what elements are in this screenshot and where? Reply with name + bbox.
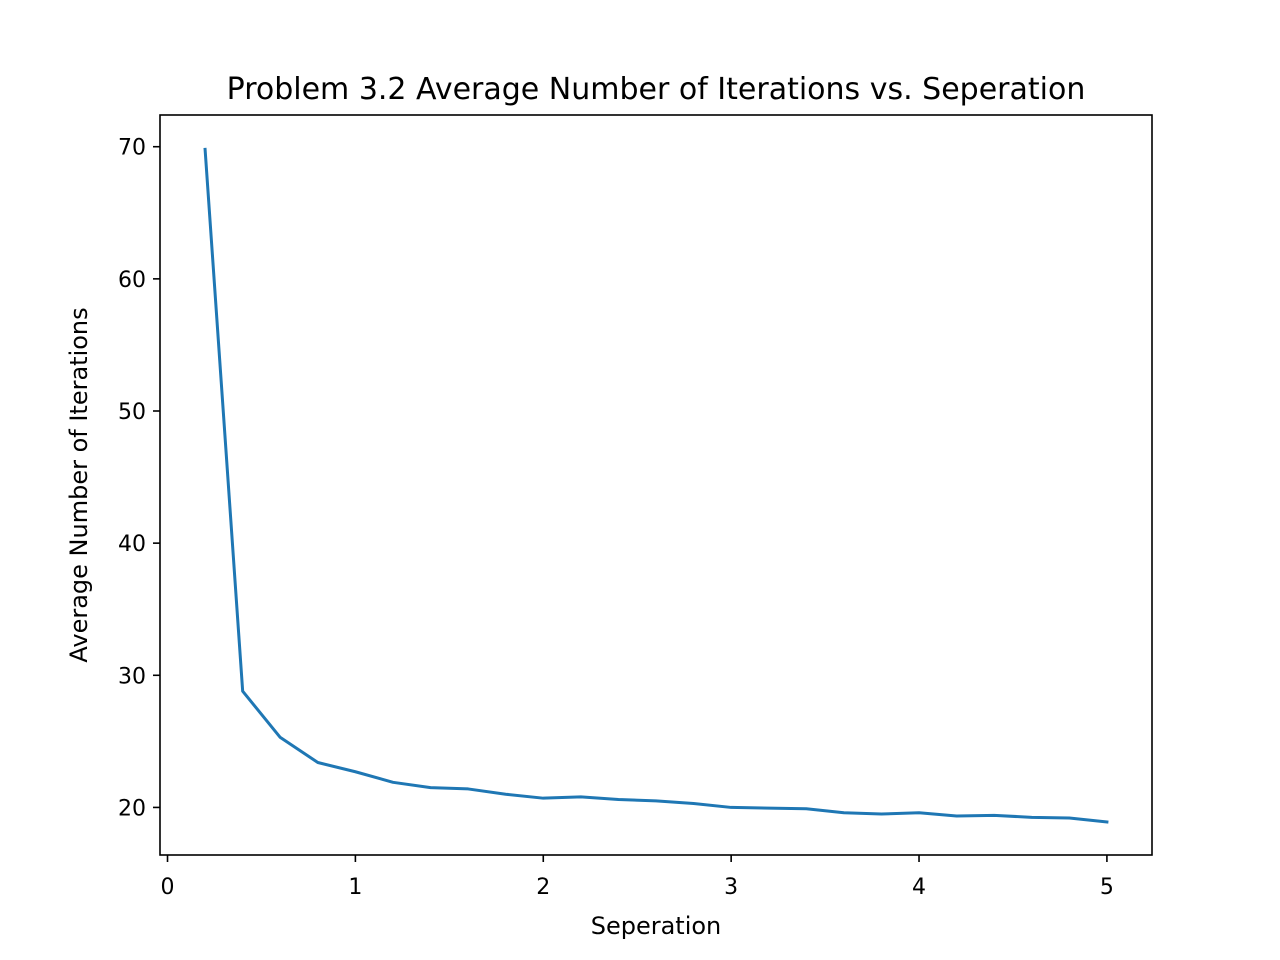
plot-frame [159,114,1153,856]
data-point [1106,821,1108,823]
x-tick-label: 3 [724,875,738,900]
y-tick-label: 30 [118,664,146,689]
data-point [955,815,958,817]
y-tick-label: 40 [118,532,146,557]
chart-title: Problem 3.2 Average Number of Iterations… [227,72,1086,107]
data-point [429,786,432,789]
data-point [655,800,657,802]
plot-area [203,147,1109,824]
data-point [692,802,695,805]
data-point [204,148,206,151]
data-point [805,807,808,810]
x-tick-label: 2 [536,875,550,900]
x-tick-label: 5 [1100,875,1114,900]
data-point [617,798,620,801]
y-tick-label: 20 [118,796,146,821]
data-point [317,761,319,764]
y-axis: 20 30 40 50 60 70 [118,136,160,821]
x-axis-title: Seperation [591,912,722,940]
y-axis-title: Average Number of Iterations [65,307,93,662]
x-tick-label: 4 [912,875,926,900]
x-tick-label: 0 [161,875,175,900]
y-tick-label: 60 [118,268,146,293]
data-point [767,807,770,809]
data-point [279,736,282,739]
data-point [918,811,920,814]
x-axis: 0 1 2 3 4 5 [161,855,1114,900]
data-point [1030,816,1033,819]
data-point [241,690,244,692]
data-point [880,813,883,815]
y-tick-label: 50 [118,400,146,425]
data-point [467,788,469,790]
data-point [730,806,732,809]
data-point [354,770,357,773]
x-tick-label: 1 [348,875,362,900]
data-point [993,814,995,817]
y-tick-label: 70 [118,136,146,161]
data-point [843,811,845,814]
data-point [580,796,582,798]
data-point [542,797,545,799]
data-point [504,793,507,796]
data-point [1068,817,1071,819]
data-point [392,781,394,784]
